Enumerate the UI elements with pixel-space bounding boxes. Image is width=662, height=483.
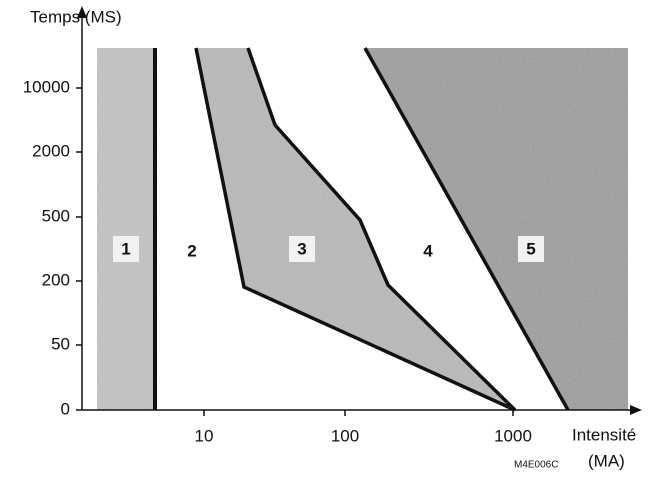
boundary bbox=[246, 47, 517, 412]
y-axis-title: Temps (MS) bbox=[30, 7, 122, 26]
x-tick-label: 10 bbox=[195, 426, 214, 445]
zone-label-box bbox=[518, 236, 544, 262]
zone-label: 1 bbox=[121, 239, 130, 258]
zone-1-area bbox=[97, 48, 155, 410]
x-arrow bbox=[630, 405, 642, 415]
y-arrow bbox=[77, 6, 87, 18]
y-tick-label: 50 bbox=[51, 334, 70, 353]
zone-label: 5 bbox=[526, 239, 535, 258]
x-axis-unit: (MA) bbox=[588, 451, 625, 470]
x-axis-title: Intensité bbox=[572, 425, 636, 444]
zone-5-area bbox=[365, 48, 628, 410]
x-tick-label: 100 bbox=[331, 426, 359, 445]
zone-label-box bbox=[113, 236, 139, 262]
y-tick-label: 200 bbox=[42, 270, 70, 289]
boundary bbox=[363, 47, 570, 411]
zone-label-box bbox=[289, 236, 315, 262]
zone-label: 4 bbox=[423, 241, 433, 260]
figure-code: M4E006C bbox=[514, 460, 558, 471]
boundary bbox=[194, 47, 516, 412]
zone-3-area bbox=[196, 48, 515, 410]
y-tick-label: 0 bbox=[61, 399, 70, 418]
zone-label: 3 bbox=[297, 239, 306, 258]
y-tick-label: 10000 bbox=[23, 77, 70, 96]
zone-label: 2 bbox=[187, 241, 196, 260]
y-tick-label: 500 bbox=[42, 206, 70, 225]
dynamic-layer: 0 50 200 500 2000 10000 10 100 1000 1 2 3 4 5 bbox=[23, 77, 544, 445]
y-tick-label: 2000 bbox=[32, 141, 70, 160]
x-tick-label: 1000 bbox=[494, 426, 532, 445]
